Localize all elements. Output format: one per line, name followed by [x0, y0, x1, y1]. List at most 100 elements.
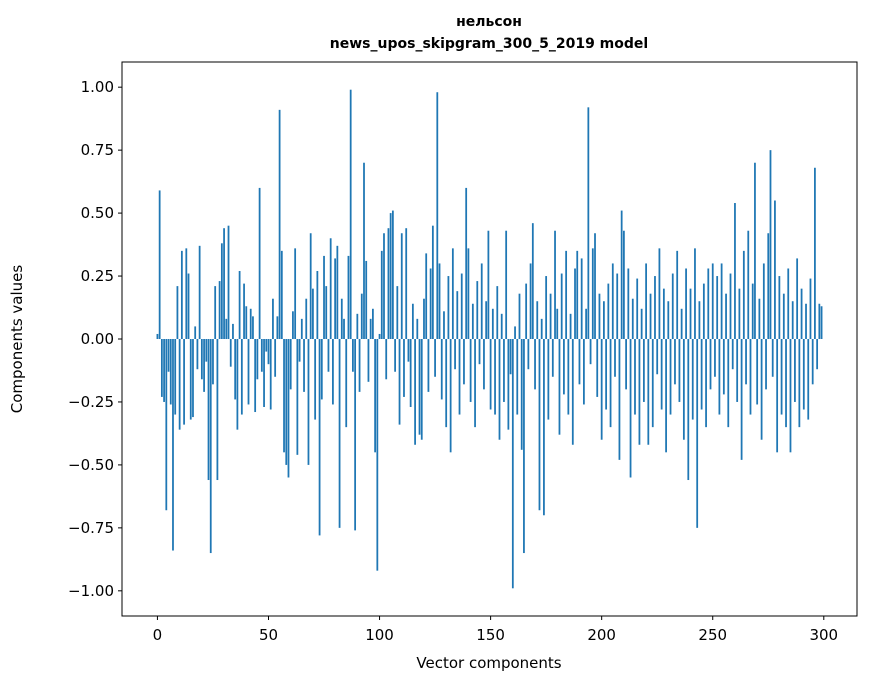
- bar: [249, 308, 252, 339]
- bar: [349, 89, 352, 339]
- bar: [260, 339, 263, 372]
- bar: [427, 339, 430, 392]
- bar: [374, 339, 376, 453]
- bar: [751, 283, 754, 339]
- bar: [296, 339, 299, 455]
- bar: [420, 339, 423, 440]
- bar: [696, 339, 699, 528]
- bar: [467, 248, 470, 339]
- bar: [647, 339, 650, 445]
- bar: [329, 238, 332, 339]
- bar: [303, 339, 305, 392]
- bar: [667, 301, 670, 339]
- bar: [354, 339, 357, 531]
- bar: [583, 339, 585, 405]
- bar: [187, 273, 190, 339]
- bar: [334, 258, 337, 339]
- bar: [398, 339, 401, 425]
- bar: [163, 339, 165, 402]
- bar: [523, 339, 525, 554]
- bar: [503, 339, 505, 402]
- bar: [327, 339, 330, 372]
- bar: [454, 339, 456, 370]
- bar: [476, 281, 479, 339]
- bar: [483, 339, 485, 390]
- bar: [596, 339, 599, 397]
- bar: [627, 268, 630, 339]
- bar: [574, 268, 576, 339]
- bar: [536, 301, 539, 339]
- bar: [338, 339, 341, 528]
- bar: [332, 339, 334, 405]
- x-tick-label: 250: [698, 626, 727, 644]
- bar: [634, 339, 636, 415]
- bar: [640, 308, 643, 339]
- bar: [698, 301, 701, 339]
- bar: [680, 308, 683, 339]
- bar: [223, 228, 225, 339]
- bar: [431, 225, 434, 339]
- bar: [298, 339, 301, 362]
- x-axis-label: Vector components: [416, 654, 561, 672]
- bar: [580, 258, 583, 339]
- bar: [774, 200, 776, 339]
- bar: [678, 339, 681, 402]
- bar: [662, 288, 665, 339]
- bar: [563, 339, 565, 395]
- bar: [369, 318, 372, 339]
- bar: [720, 263, 723, 339]
- bar: [758, 298, 761, 339]
- bar: [654, 276, 656, 339]
- bar: [325, 286, 328, 339]
- bar: [578, 339, 581, 385]
- bar: [714, 339, 716, 377]
- bar: [545, 276, 548, 339]
- bar: [207, 339, 210, 481]
- bar: [620, 210, 623, 339]
- y-tick-label: −1.00: [68, 582, 114, 600]
- bar: [745, 339, 747, 385]
- bar: [687, 339, 690, 481]
- bar: [538, 339, 541, 511]
- bar: [443, 311, 445, 339]
- bar: [309, 233, 312, 339]
- y-tick-label: 0.25: [81, 267, 114, 285]
- bar: [811, 339, 814, 385]
- bar: [787, 268, 790, 339]
- bar: [434, 339, 436, 377]
- bar: [740, 339, 743, 460]
- bar: [363, 162, 365, 339]
- bar: [651, 339, 654, 428]
- y-tick-label: −0.75: [68, 519, 114, 537]
- bar: [278, 109, 281, 339]
- x-tick-label: 300: [809, 626, 838, 644]
- bar: [480, 263, 483, 339]
- bar: [560, 273, 563, 339]
- bar: [603, 301, 605, 339]
- y-tick-label: 0.00: [81, 330, 114, 348]
- bar: [212, 339, 214, 385]
- bar: [240, 339, 243, 415]
- bar: [558, 339, 561, 435]
- bar: [185, 248, 188, 339]
- bar: [567, 339, 570, 415]
- bar: [798, 339, 801, 428]
- bar: [711, 263, 714, 339]
- bar: [600, 339, 603, 440]
- bar: [407, 339, 410, 362]
- bar: [385, 339, 388, 380]
- bar: [196, 339, 199, 370]
- bar: [389, 213, 392, 339]
- bar: [285, 339, 288, 465]
- bar: [767, 233, 770, 339]
- bar: [214, 286, 217, 339]
- bar: [292, 311, 294, 339]
- y-tick-label: 1.00: [81, 78, 114, 96]
- bar: [411, 303, 414, 339]
- bar: [463, 339, 465, 385]
- bar: [220, 243, 223, 339]
- bar: [256, 339, 259, 380]
- bar: [734, 203, 736, 339]
- bar: [494, 339, 496, 415]
- y-tick-label: −0.25: [68, 393, 114, 411]
